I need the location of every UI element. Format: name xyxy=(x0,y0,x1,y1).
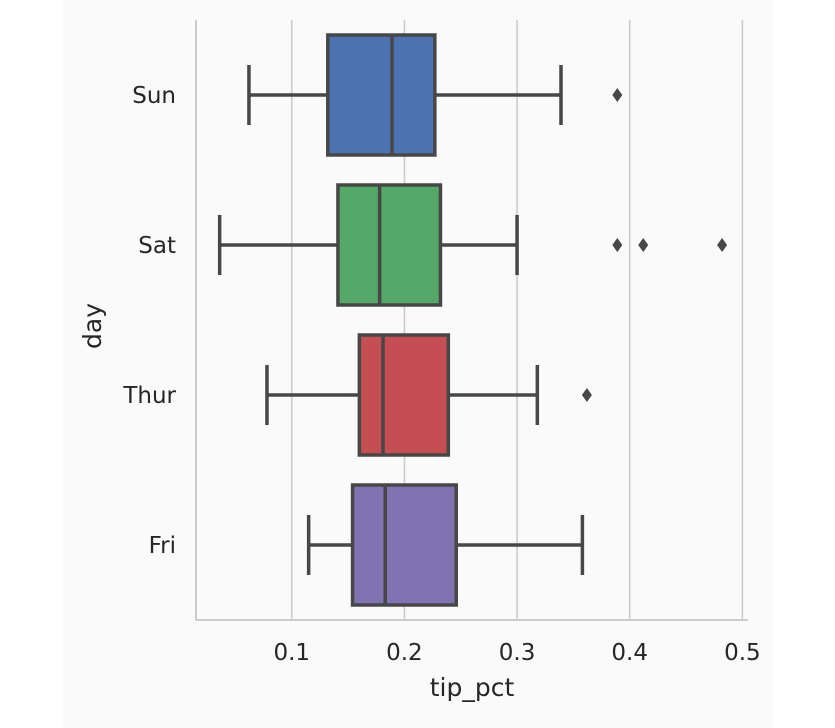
y-axis-label: day xyxy=(78,303,107,349)
x-tick-label: 0.5 xyxy=(724,640,761,666)
outlier-point xyxy=(717,238,728,252)
x-axis-label: tip_pct xyxy=(430,673,515,702)
outlier-point xyxy=(581,388,592,402)
tick-labels: 0.1 0.2 0.3 0.4 0.5 Sun Sat Thur Fri xyxy=(122,83,760,666)
x-tick-label: 0.2 xyxy=(386,640,423,666)
box-group xyxy=(247,33,623,157)
box-group xyxy=(306,483,585,607)
y-tick-label: Sun xyxy=(132,83,176,109)
axes xyxy=(195,20,748,621)
box-iqr xyxy=(357,333,451,457)
x-tick-label: 0.3 xyxy=(499,640,536,666)
outlier-point xyxy=(612,88,623,102)
y-tick-label: Thur xyxy=(122,383,176,409)
box-group xyxy=(265,333,592,457)
box-iqr xyxy=(350,483,458,607)
box-iqr xyxy=(326,33,437,157)
box-iqr xyxy=(336,183,443,307)
boxes xyxy=(217,33,728,607)
x-tick-label: 0.4 xyxy=(611,640,648,666)
x-tick-label: 0.1 xyxy=(273,640,310,666)
box-group xyxy=(217,183,728,307)
y-tick-label: Fri xyxy=(149,533,176,559)
outlier-point xyxy=(638,238,649,252)
y-tick-label: Sat xyxy=(138,233,176,259)
outlier-point xyxy=(612,238,623,252)
